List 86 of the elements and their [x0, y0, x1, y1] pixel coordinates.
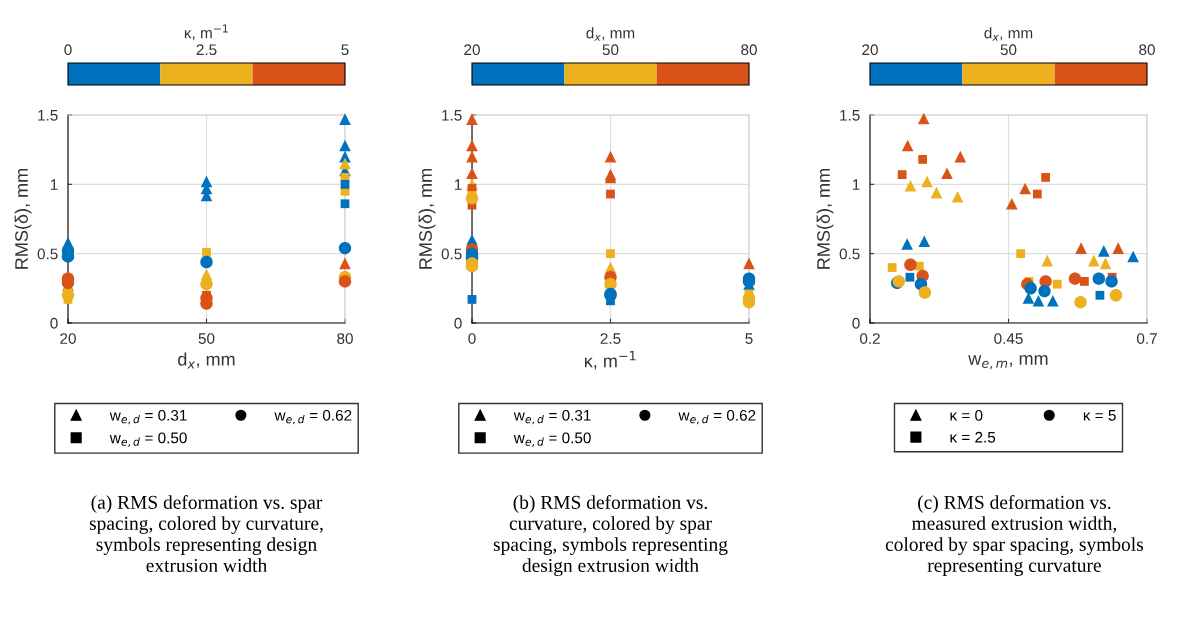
point: [1088, 254, 1100, 267]
color-bar-label: 20: [464, 44, 480, 56]
point: [918, 286, 932, 299]
y-tick-label: 0: [50, 317, 58, 329]
color-bar-label: 80: [741, 44, 757, 56]
point: [917, 112, 930, 125]
point: [1041, 254, 1054, 267]
point: [1074, 295, 1087, 309]
y-tick-label: 0: [852, 317, 860, 329]
color-bar-label: 50: [602, 44, 619, 56]
point: [1080, 277, 1089, 286]
point: [930, 186, 943, 199]
text: (a) RMS deformation vs. spar spacing, colored by curvature, symbols representing design extrusion width: [89, 495, 323, 573]
y-tick-label: 1: [852, 179, 860, 190]
text: (c) RMS deformation vs. measured extrusion width, colored by spar spacing, symbols representing curvature: [885, 495, 1144, 576]
text: w$_{e,d}$ = 0.62: [678, 409, 756, 425]
point: [1052, 279, 1062, 289]
text: w$_{e,d}$ = 0.50: [513, 432, 591, 447]
y-axis-title: RMS(δ), mm: [14, 169, 32, 269]
point: [954, 150, 967, 163]
color-bar-label: 2.5: [196, 44, 217, 56]
y-axis-title: RMS(δ), mm: [816, 169, 834, 269]
x-tick-label: 0.7: [1136, 333, 1157, 344]
x-tick-label: 80: [337, 333, 353, 344]
point: [1099, 257, 1112, 270]
point: [604, 150, 617, 163]
y-tick-label: 0.5: [37, 248, 58, 260]
y-tick-label: 0: [454, 317, 462, 329]
point: [901, 139, 914, 152]
point: [1006, 197, 1018, 210]
point: [1019, 182, 1031, 195]
text: κ = 0: [950, 409, 983, 421]
x-tick-label: 0.45: [994, 333, 1023, 344]
y-tick-label: 1.5: [840, 110, 860, 121]
point: [339, 113, 351, 125]
color-bar-label: 80: [1139, 44, 1155, 56]
point: [1032, 189, 1042, 199]
point: [918, 154, 928, 164]
x-tick-label: 50: [198, 333, 215, 344]
y-tick-label: 1.5: [442, 110, 462, 121]
point: [338, 275, 352, 288]
x-tick-label: 0: [468, 333, 476, 344]
text: w$_{e,d}$ = 0.62: [274, 409, 352, 425]
point: [1041, 173, 1051, 182]
point: [1112, 242, 1124, 254]
text: w$_{e,d}$ = 0.31: [109, 409, 187, 425]
text: κ = 5: [1083, 410, 1116, 421]
y-tick-label: 0.5: [839, 248, 860, 260]
point: [941, 167, 953, 180]
text: (b) RMS deformation vs. curvature, colored by spar spacing, symbols representing design extrusion width: [493, 495, 728, 577]
y-tick-label: 1.5: [38, 110, 58, 121]
point: [887, 263, 897, 272]
x-axis-title: d$_{x}$, mm: [178, 352, 235, 369]
point: [466, 167, 478, 180]
color-bar-title: κ, m$^{−1}$: [184, 24, 228, 41]
point: [202, 247, 211, 257]
color-bar-title: d$_{x}$, mm: [984, 27, 1033, 41]
text: w$_{e,d}$ = 0.31: [513, 409, 591, 425]
text: κ = 2.5: [950, 431, 996, 443]
y-tick-label: 1: [50, 179, 58, 190]
color-bar-title: d$_{x}$, mm: [586, 27, 635, 41]
text: w$_{e,d}$ = 0.50: [109, 432, 187, 447]
point: [951, 191, 964, 203]
y-tick-label: 0.5: [441, 248, 462, 260]
color-bar-label: 0: [64, 44, 72, 56]
x-tick-label: 0.2: [859, 333, 880, 344]
point: [897, 170, 907, 180]
point: [1105, 275, 1118, 288]
x-axis-title: w$_{e,m}$, mm: [968, 355, 1048, 370]
color-bar-label: 50: [1000, 44, 1017, 56]
point: [1092, 272, 1106, 285]
y-tick-label: 1: [454, 179, 462, 190]
x-tick-label: 5: [745, 333, 753, 344]
color-bar-label: 5: [341, 44, 349, 56]
point: [1038, 284, 1051, 298]
point: [1024, 282, 1037, 295]
x-tick-label: 20: [60, 333, 76, 344]
point: [904, 179, 917, 192]
point: [466, 113, 478, 125]
x-axis-title: κ, m$^{−1}$: [584, 351, 636, 370]
point: [1016, 249, 1026, 259]
point: [1109, 289, 1123, 302]
point: [1075, 242, 1087, 254]
color-bar-label: 20: [862, 44, 878, 56]
x-tick-label: 2.5: [600, 333, 621, 344]
y-axis-title: RMS(δ), mm: [418, 169, 436, 269]
